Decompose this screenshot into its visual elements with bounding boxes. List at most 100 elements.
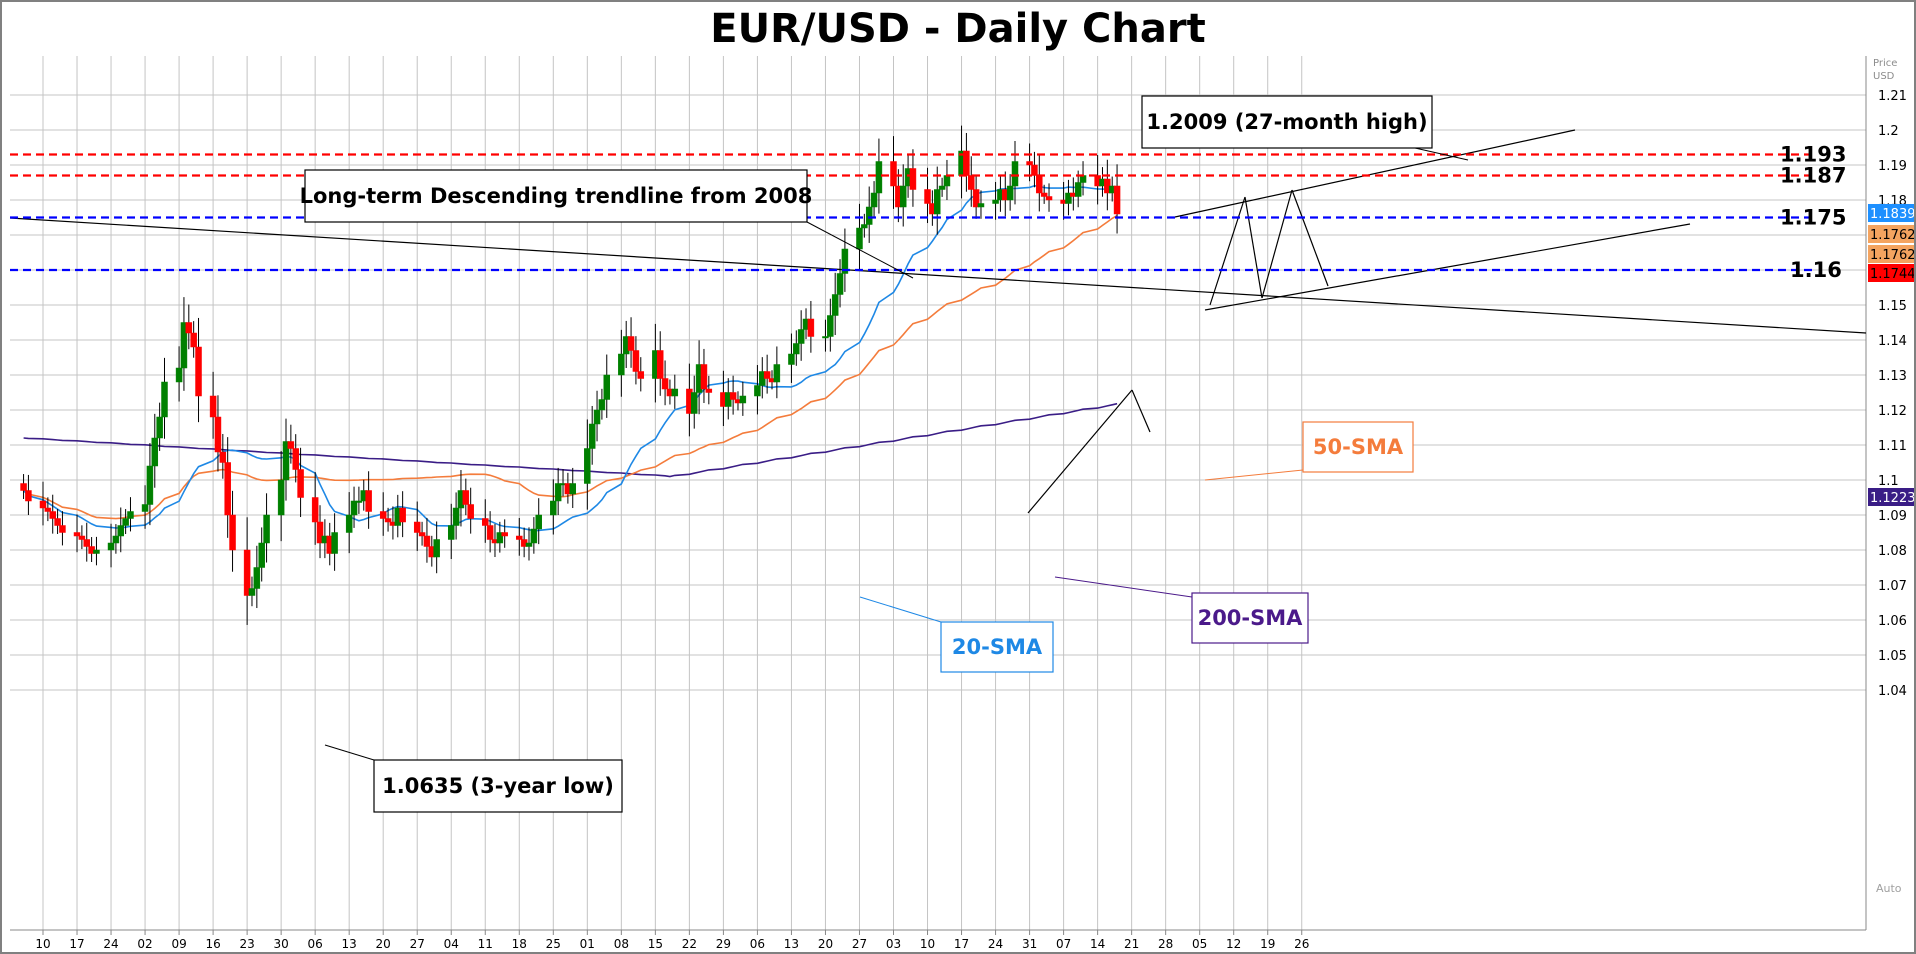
lower-channel-line: [1204, 223, 1691, 311]
candle-body: [156, 416, 163, 439]
candle-body: [754, 385, 761, 397]
annotation-box: [1141, 95, 1433, 149]
candle-body: [618, 353, 625, 376]
day-tick-label: 26: [1294, 937, 1309, 951]
candle-body: [968, 175, 975, 190]
candle-body: [700, 364, 708, 390]
annotation-leader: [859, 596, 942, 623]
candle-body: [637, 371, 645, 379]
price-tick-label: 1.04: [1878, 684, 1907, 699]
candle-body: [797, 329, 805, 344]
candle-body: [525, 542, 533, 547]
candle-body: [1006, 185, 1014, 201]
candle-body: [763, 371, 771, 379]
candle-body: [447, 525, 455, 540]
pattern-line: [1131, 389, 1151, 433]
candle-body: [365, 490, 372, 512]
candle-body: [861, 224, 868, 229]
day-tick-label: 05: [1192, 937, 1207, 951]
price-axis-caption-2: USD: [1873, 71, 1895, 82]
price-tick-label: 1.11: [1878, 439, 1907, 454]
price-tag-text: 1.1762: [1870, 228, 1916, 243]
day-tick-label: 15: [648, 937, 663, 951]
level-label: 1.187: [1780, 164, 1846, 188]
day-tick-label: 04: [444, 937, 459, 951]
candle-body: [807, 318, 815, 337]
candle-body: [827, 315, 834, 337]
candle-body: [822, 336, 829, 339]
candle-body: [569, 483, 576, 495]
candle-body: [287, 441, 295, 449]
annotation-text: 50-SMA: [1313, 435, 1404, 459]
pattern-line: [1209, 196, 1246, 306]
candle-body: [467, 504, 474, 519]
annotation-text: 1.2009 (27-month high): [1146, 110, 1427, 134]
day-tick-label: 16: [205, 937, 220, 951]
candle-body: [44, 507, 52, 512]
annotation-box: [304, 169, 808, 223]
annotations: 1.2009 (27-month high) Long-term Descendi…: [300, 95, 1469, 813]
day-tick-label: 07: [1056, 937, 1071, 951]
candle-body: [25, 490, 32, 502]
candle-body: [627, 336, 635, 351]
price-tick-label: 1.21: [1878, 89, 1907, 104]
chart-title: EUR/USD - Daily Chart: [710, 6, 1206, 52]
candle-body: [1011, 161, 1019, 187]
candlesticks: [20, 125, 1121, 625]
candle-body: [1074, 182, 1082, 197]
day-tick-label: 17: [69, 937, 84, 951]
day-tick-label: 13: [784, 937, 799, 951]
price-tick-label: 1.07: [1878, 579, 1907, 594]
day-tick-label: 09: [171, 937, 186, 951]
annotation-box: [373, 759, 623, 813]
candle-body: [603, 374, 611, 400]
candle-body: [836, 273, 844, 295]
day-tick-label: 31: [1022, 937, 1037, 951]
price-tag-text: 1.1839: [1870, 207, 1916, 222]
candle-body: [1065, 192, 1072, 204]
candle-body: [977, 203, 985, 208]
day-tick-label: 14: [1090, 937, 1105, 951]
day-tick-label: 06: [750, 937, 765, 951]
candle-body: [345, 514, 353, 533]
candle-body: [112, 535, 120, 544]
level-label: 1.193: [1780, 143, 1846, 167]
candle-body: [943, 175, 951, 187]
price-tick-label: 1.1: [1878, 474, 1899, 489]
annotation-box: [1191, 592, 1309, 644]
price-tag: [1868, 488, 1914, 506]
candle-body: [355, 500, 363, 503]
candle-body: [1031, 164, 1038, 176]
candle-body: [992, 199, 999, 204]
day-tick-label: 23: [239, 937, 254, 951]
day-tick-label: 29: [716, 937, 731, 951]
candle-body: [253, 567, 261, 589]
pattern-line: [1291, 189, 1329, 287]
candle-body: [729, 392, 737, 400]
annotation-text: 200-SMA: [1198, 606, 1304, 630]
candle-body: [501, 532, 508, 537]
upper-channel-line: [1174, 129, 1576, 218]
price-tick-label: 1.08: [1878, 544, 1907, 559]
day-tick-label: 28: [1158, 937, 1173, 951]
candle-body: [870, 192, 878, 208]
sma-200-line: [23, 402, 1118, 478]
candle-body: [875, 161, 883, 194]
auto-label: Auto: [1876, 882, 1902, 895]
candle-body: [78, 535, 86, 540]
candle-body: [841, 248, 849, 274]
day-tick-label: 30: [273, 937, 288, 951]
price-tag-text: 1.1744: [1870, 267, 1916, 282]
candle-body: [127, 511, 134, 519]
candle-body: [161, 381, 168, 418]
time-axis: 10 17 24 02 09 16 23 30 06 13 20 27 04 11 18 25 01 08 15 22…: [10, 929, 1866, 954]
candle-body: [195, 346, 202, 397]
candle-body: [243, 549, 251, 596]
candle-body: [452, 507, 460, 526]
candle-body: [219, 451, 227, 463]
candle-body: [122, 518, 129, 526]
candle-body: [107, 542, 115, 551]
day-tick-label: 17: [954, 937, 969, 951]
candle-body: [661, 378, 669, 390]
day-tick-label: 25: [546, 937, 561, 951]
